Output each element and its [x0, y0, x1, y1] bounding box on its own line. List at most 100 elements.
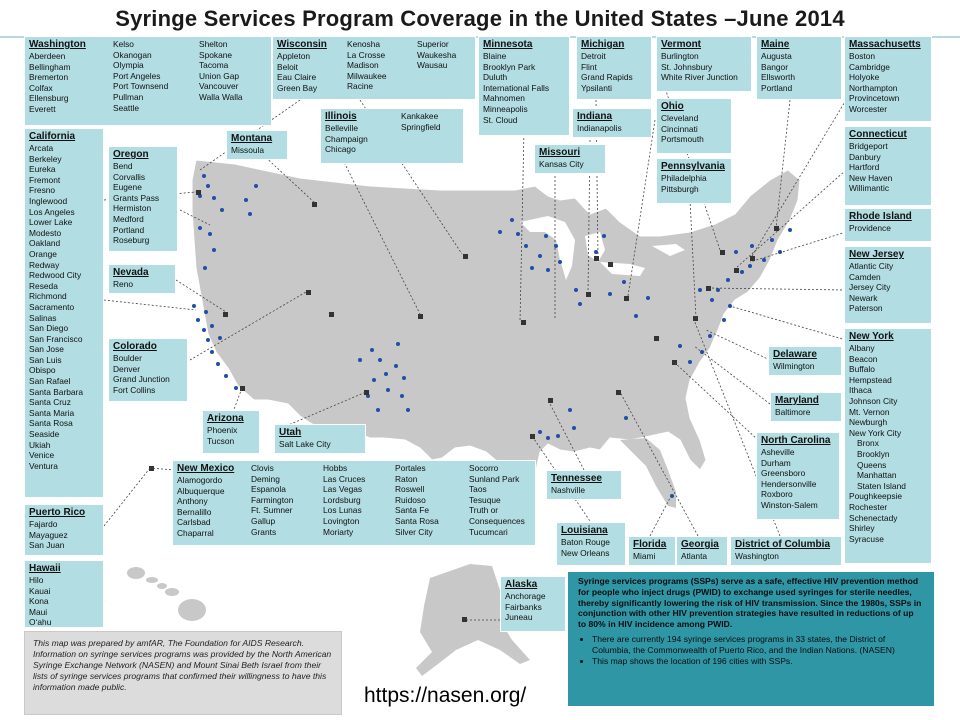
city-name: International Falls — [483, 82, 550, 93]
city-name: Inglewood — [29, 195, 68, 206]
city-list: Aberdeen Bellingham Bremerton Colfax Ellensb… — [29, 51, 113, 115]
source-url[interactable]: https://nasen.org/ — [364, 684, 527, 707]
city-name: Obispo — [29, 365, 56, 376]
city-list: Hobbs Las Cruces Las Vegas Lordsburg Los Lun… — [323, 463, 395, 537]
city-name: Asheville — [761, 447, 795, 457]
city-name: Hilo — [29, 575, 44, 585]
state-name: New Jersey — [849, 249, 905, 260]
city-name: Okanogan — [113, 49, 152, 60]
state-box-new-jersey: New Jersey Atlantic City Camden Jersey City… — [844, 246, 932, 324]
info-note-bullet: There are currently 194 syringe services… — [592, 634, 924, 656]
city-name: Portales — [395, 463, 426, 473]
state-box-new-mexico: New Mexico Alamogordo Albuquerque Anthony Be… — [172, 460, 536, 546]
state-box-alaska: Alaska Anchorage Fairbanks Juneau — [500, 576, 566, 632]
city-name: Santa Barbara — [29, 386, 84, 397]
city-name: Springfield — [401, 121, 441, 132]
city-list: Indianapolis — [577, 123, 647, 134]
city-name: Indianapolis — [577, 123, 622, 133]
city-name: Atlanta — [681, 551, 708, 561]
city-name: Bridgeport — [849, 141, 888, 151]
state-name: Rhode Island — [849, 211, 912, 222]
city-name: Albuquerque — [177, 485, 225, 496]
city-list: Belleville Champaign Chicago — [325, 123, 401, 155]
city-name: Redwood City — [29, 270, 82, 281]
state-box-connecticut: Connecticut Bridgeport Danbury Hartford New … — [844, 126, 932, 206]
city-name: Socorro — [469, 463, 499, 473]
city-name: Richmond — [29, 291, 67, 302]
city-list: Atlantic City Camden Jersey City Newark Pate… — [849, 261, 927, 314]
city-name: Arcata — [29, 143, 54, 153]
city-name: Lordsburg — [323, 494, 361, 505]
credit-note: This map was prepared by amfAR, The Foun… — [24, 631, 342, 715]
state-box-georgia: Georgia Atlanta — [676, 536, 728, 566]
city-list: Kenosha La Crosse Madison Milwaukee Racine — [347, 39, 417, 92]
city-name: Brooklyn Park — [483, 61, 536, 72]
city-name: Oʻahu — [29, 617, 52, 628]
state-name: Michigan — [581, 39, 625, 50]
city-name: Ypsilanti — [581, 82, 613, 93]
city-name: Superior — [417, 39, 449, 49]
city-name: Fajardo — [29, 519, 58, 529]
city-name: Provincetown — [849, 93, 900, 104]
city-name: Eau Claire — [277, 72, 317, 83]
city-name: Green Bay — [277, 82, 318, 93]
city-name: New Orleans — [561, 547, 610, 558]
city-name: Lower Lake — [29, 217, 73, 228]
city-name: Beacon — [849, 353, 878, 364]
city-list: Phoenix Tucson — [207, 425, 255, 446]
city-name: Wausau — [417, 60, 448, 71]
state-box-tennessee: Tennessee Nashville — [546, 470, 622, 500]
city-name: Espanola — [251, 484, 286, 495]
city-name: Portland — [113, 224, 145, 235]
city-name: Moriarty — [323, 526, 354, 537]
state-name: Georgia — [681, 539, 719, 550]
state-box-utah: Utah Salt Lake City — [274, 424, 366, 454]
state-box-minnesota: Minnesota Blaine Brooklyn Park Duluth Intern… — [478, 36, 570, 136]
city-list: Clovis Deming Espanola Farmington Ft. Sumner… — [251, 463, 323, 537]
city-list: Missoula — [231, 145, 283, 156]
state-box-nevada: Nevada Reno — [108, 264, 176, 294]
state-box-new-york: New York Albany Beacon Buffalo Hempstead Ith… — [844, 328, 932, 564]
city-name: Poughkeepsie — [849, 491, 903, 502]
city-name: Ellsworth — [761, 72, 795, 83]
state-name: Tennessee — [551, 473, 602, 484]
city-name: San Francisco — [29, 333, 83, 344]
city-name: Fresno — [29, 185, 56, 196]
city-list: Augusta Bangor Ellsworth Portland — [761, 51, 837, 93]
city-name: Flint — [581, 61, 597, 72]
great-lakes — [520, 216, 685, 280]
state-name: Utah — [279, 427, 302, 438]
city-name: Colfax — [29, 82, 53, 93]
city-name: Medford — [113, 213, 144, 224]
hawaii-islands — [127, 567, 206, 621]
city-name: Nashville — [551, 485, 585, 495]
city-name: Kelso — [113, 39, 134, 49]
city-name: Kankakee — [401, 111, 439, 121]
city-list: Kelso Okanogan Olympia Port Angeles Port Tow… — [113, 39, 199, 113]
city-name: San Juan — [29, 540, 65, 551]
info-note-lead: Syringe services programs (SSPs) serve a… — [578, 576, 922, 630]
state-name: Florida — [633, 539, 667, 550]
city-name: Bangor — [761, 61, 789, 72]
city-name: Mahnomen — [483, 93, 525, 104]
state-box-rhode-island: Rhode Island Providence — [844, 208, 932, 242]
city-name: Boston — [849, 51, 876, 61]
alaska-land — [416, 564, 530, 676]
city-name: Ft. Sumner — [251, 505, 293, 516]
state-name: Missouri — [539, 147, 581, 158]
city-name: Queens — [857, 459, 887, 470]
city-name: Taos — [469, 484, 487, 495]
city-name: St. Cloud — [483, 114, 518, 125]
city-name: Raton — [395, 473, 418, 484]
city-name: Jersey City — [849, 282, 891, 293]
state-name: New Mexico — [177, 463, 235, 474]
city-name: Roxboro — [761, 489, 793, 500]
city-name: New York City — [849, 427, 902, 438]
city-name: Gallup — [251, 515, 276, 526]
city-list: Wilmington — [773, 361, 837, 372]
state-name: Alaska — [505, 579, 538, 590]
city-name: Worcester — [849, 103, 888, 114]
state-box-oregon: Oregon Bend Corvallis Eugene Grants Pass Herm… — [108, 146, 178, 252]
city-name: Duluth — [483, 72, 508, 83]
city-name: Silver City — [395, 526, 433, 537]
